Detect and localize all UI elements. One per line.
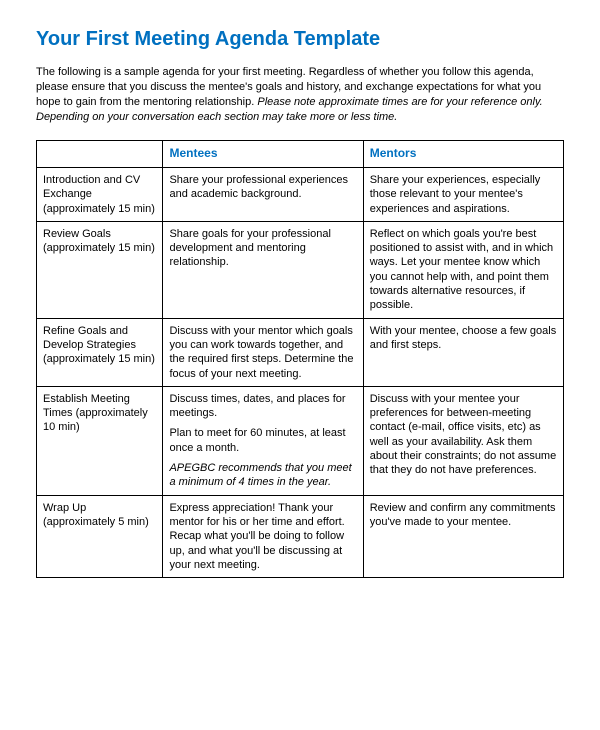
cell-topic: Refine Goals and Develop Strategies (app… [37,318,163,386]
header-blank [37,141,163,168]
cell-mentees: Share your professional experiences and … [163,167,363,221]
cell-mentees: Share goals for your professional develo… [163,221,363,318]
mentees-p2: Plan to meet for 60 minutes, at least on… [169,426,356,455]
cell-mentees: Express appreciation! Thank your mentor … [163,495,363,577]
intro-paragraph: The following is a sample agenda for you… [36,65,564,124]
table-row: Refine Goals and Develop Strategies (app… [37,318,564,386]
table-row: Review Goals (approximately 15 min) Shar… [37,221,564,318]
cell-mentors: Review and confirm any commitments you'v… [363,495,563,577]
mentees-p1: Discuss times, dates, and places for mee… [169,393,345,419]
table-row: Introduction and CV Exchange (approximat… [37,167,564,221]
cell-topic: Review Goals (approximately 15 min) [37,221,163,318]
table-row: Wrap Up (approximately 5 min) Express ap… [37,495,564,577]
cell-mentors: With your mentee, choose a few goals and… [363,318,563,386]
table-header-row: Mentees Mentors [37,141,564,168]
table-row: Establish Meeting Times (approximately 1… [37,386,564,495]
header-mentors: Mentors [363,141,563,168]
cell-mentors: Discuss with your mentee your preference… [363,386,563,495]
cell-mentees: Discuss times, dates, and places for mee… [163,386,363,495]
cell-topic: Wrap Up (approximately 5 min) [37,495,163,577]
cell-mentors: Share your experiences, especially those… [363,167,563,221]
cell-mentees: Discuss with your mentor which goals you… [163,318,363,386]
cell-topic: Introduction and CV Exchange (approximat… [37,167,163,221]
header-mentees: Mentees [163,141,363,168]
page-title: Your First Meeting Agenda Template [36,28,564,51]
mentees-italic: APEGBC recommends that you meet a minimu… [169,461,356,490]
agenda-table: Mentees Mentors Introduction and CV Exch… [36,140,564,578]
cell-topic: Establish Meeting Times (approximately 1… [37,386,163,495]
cell-mentors: Reflect on which goals you're best posit… [363,221,563,318]
